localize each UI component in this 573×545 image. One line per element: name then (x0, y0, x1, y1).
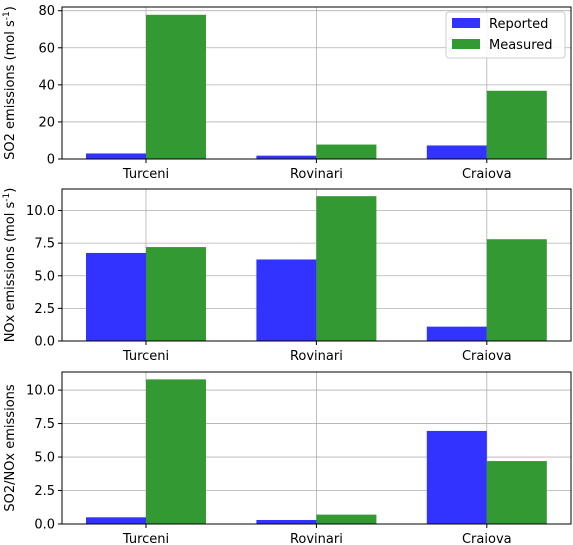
y-axis-label: NOx emissions (mol s-1) (2, 188, 18, 343)
legend-label-reported: Reported (489, 17, 548, 32)
y-axis-label: SO2 emissions (mol s-1) (2, 6, 18, 160)
y-tick-label: 2.5 (34, 484, 55, 499)
chart-panel-2: 0.0 2.5 5.0 7.5 10.0 Turceni Rovinari Craiova NO… (2, 188, 572, 364)
y-tick-label: 60 (38, 41, 55, 56)
bar-reported-turceni (86, 252, 146, 341)
y-tick-label: 5.0 (34, 269, 55, 284)
y-axis-label-main: SO2/NOx emissions (3, 384, 18, 512)
y-tick-label: 20 (38, 115, 55, 130)
x-tick-label: Rovinari (290, 167, 343, 182)
y-tick-label: 80 (38, 4, 55, 19)
bar-reported-craiova (426, 145, 487, 159)
y-axis-label-end: ) (3, 6, 18, 11)
bar-measured-rovinari (316, 196, 377, 341)
legend-swatch-measured (452, 39, 480, 49)
x-tick-label: Turceni (122, 532, 169, 545)
y-tick-label: 7.5 (34, 237, 55, 252)
y-axis-label-superscript: -1 (2, 193, 12, 202)
y-tick-label: 10.0 (26, 384, 55, 399)
y-axis-label-main: NOx emissions (mol s (3, 202, 18, 343)
y-axis-label-end: ) (3, 188, 18, 193)
y-tick-label: 7.5 (34, 417, 55, 432)
bar-reported-turceni (86, 153, 146, 159)
x-tick-label: Craiova (462, 167, 512, 182)
bar-reported-rovinari (256, 259, 317, 341)
x-tick-label: Craiova (462, 532, 512, 545)
legend: Reported Measured (445, 11, 566, 59)
y-tick-label: 2.5 (34, 302, 55, 317)
legend-swatch-reported (452, 18, 480, 28)
y-tick-label: 40 (38, 78, 55, 93)
bar-reported-craiova (426, 430, 487, 524)
bar-reported-turceni (86, 517, 146, 524)
y-tick-label: 0.0 (34, 518, 55, 533)
bar-measured-turceni (146, 379, 206, 524)
bar-reported-craiova (426, 326, 487, 341)
bar-measured-craiova (486, 90, 547, 159)
bar-measured-craiova (486, 239, 547, 341)
bar-measured-turceni (146, 247, 206, 341)
x-tick-label: Craiova (462, 349, 512, 364)
y-tick-label: 5.0 (34, 451, 55, 466)
x-tick-label: Rovinari (290, 532, 343, 545)
bar-measured-craiova (486, 461, 547, 524)
y-tick-label: 10.0 (26, 204, 55, 219)
y-tick-label: 0 (47, 153, 55, 168)
y-axis-label-superscript: -1 (2, 11, 12, 20)
legend-label-measured: Measured (489, 38, 553, 53)
x-tick-label: Rovinari (290, 349, 343, 364)
bar-measured-turceni (146, 14, 206, 159)
bar-reported-rovinari (256, 155, 317, 159)
chart-panel-3: 0.0 2.5 5.0 7.5 10.0 Turceni Rovinari Craiova SO… (3, 371, 572, 545)
bar-measured-rovinari (316, 144, 377, 159)
bar-measured-rovinari (316, 514, 377, 524)
y-axis-label: SO2/NOx emissions (3, 384, 18, 512)
x-tick-label: Turceni (122, 167, 169, 182)
x-tick-label: Turceni (122, 349, 169, 364)
y-axis-label-main: SO2 emissions (mol s (3, 20, 18, 160)
bar-reported-rovinari (256, 519, 317, 524)
y-tick-label: 0.0 (34, 335, 55, 350)
chart-panel-1: 0 20 40 60 80 Turceni Rovinari Craiova SO2 emiss… (2, 4, 572, 182)
